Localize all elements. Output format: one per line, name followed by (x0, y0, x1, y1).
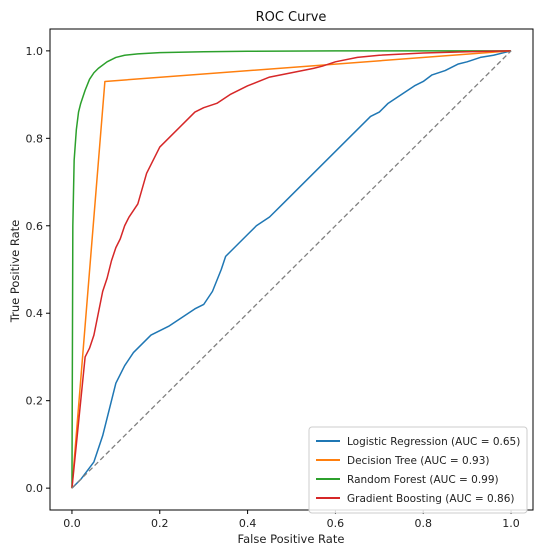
series-line-3 (71, 50, 512, 489)
plot-frame (49, 28, 534, 511)
series-line-2 (71, 50, 512, 489)
y-tick-label: 0.2 (26, 395, 44, 408)
x-tick-label: 0.2 (151, 517, 169, 530)
y-tick-label: 0.6 (26, 220, 44, 233)
y-tick-label: 1.0 (26, 45, 44, 58)
plot-area (49, 28, 534, 511)
series-line-1 (71, 50, 512, 489)
chance-diagonal-line (71, 50, 512, 489)
legend-box (308, 426, 528, 514)
y-tick-label: 0.0 (26, 482, 44, 495)
legend-entry: Random Forest (AUC = 0.99) (347, 474, 499, 486)
y-axis-label: True Positive Rate (8, 220, 22, 323)
x-axis-label: False Positive Rate (238, 532, 345, 546)
x-tick-label: 0.0 (63, 517, 81, 530)
legend-entry: Gradient Boosting (AUC = 0.86) (347, 493, 515, 505)
x-tick-label: 0.8 (414, 517, 432, 530)
legend: Logistic Regression (AUC = 0.65) Decision… (308, 426, 528, 514)
x-tick-label: 0.6 (327, 517, 345, 530)
x-tick-label: 1.0 (502, 517, 520, 530)
y-tick-label: 0.4 (26, 307, 44, 320)
legend-entry: Logistic Regression (AUC = 0.65) (347, 436, 520, 448)
series-line-0 (71, 50, 512, 489)
x-tick-label: 0.4 (239, 517, 257, 530)
y-tick-label: 0.8 (26, 132, 44, 145)
chart-title: ROC Curve (256, 10, 327, 25)
legend-entry: Decision Tree (AUC = 0.93) (347, 455, 490, 467)
